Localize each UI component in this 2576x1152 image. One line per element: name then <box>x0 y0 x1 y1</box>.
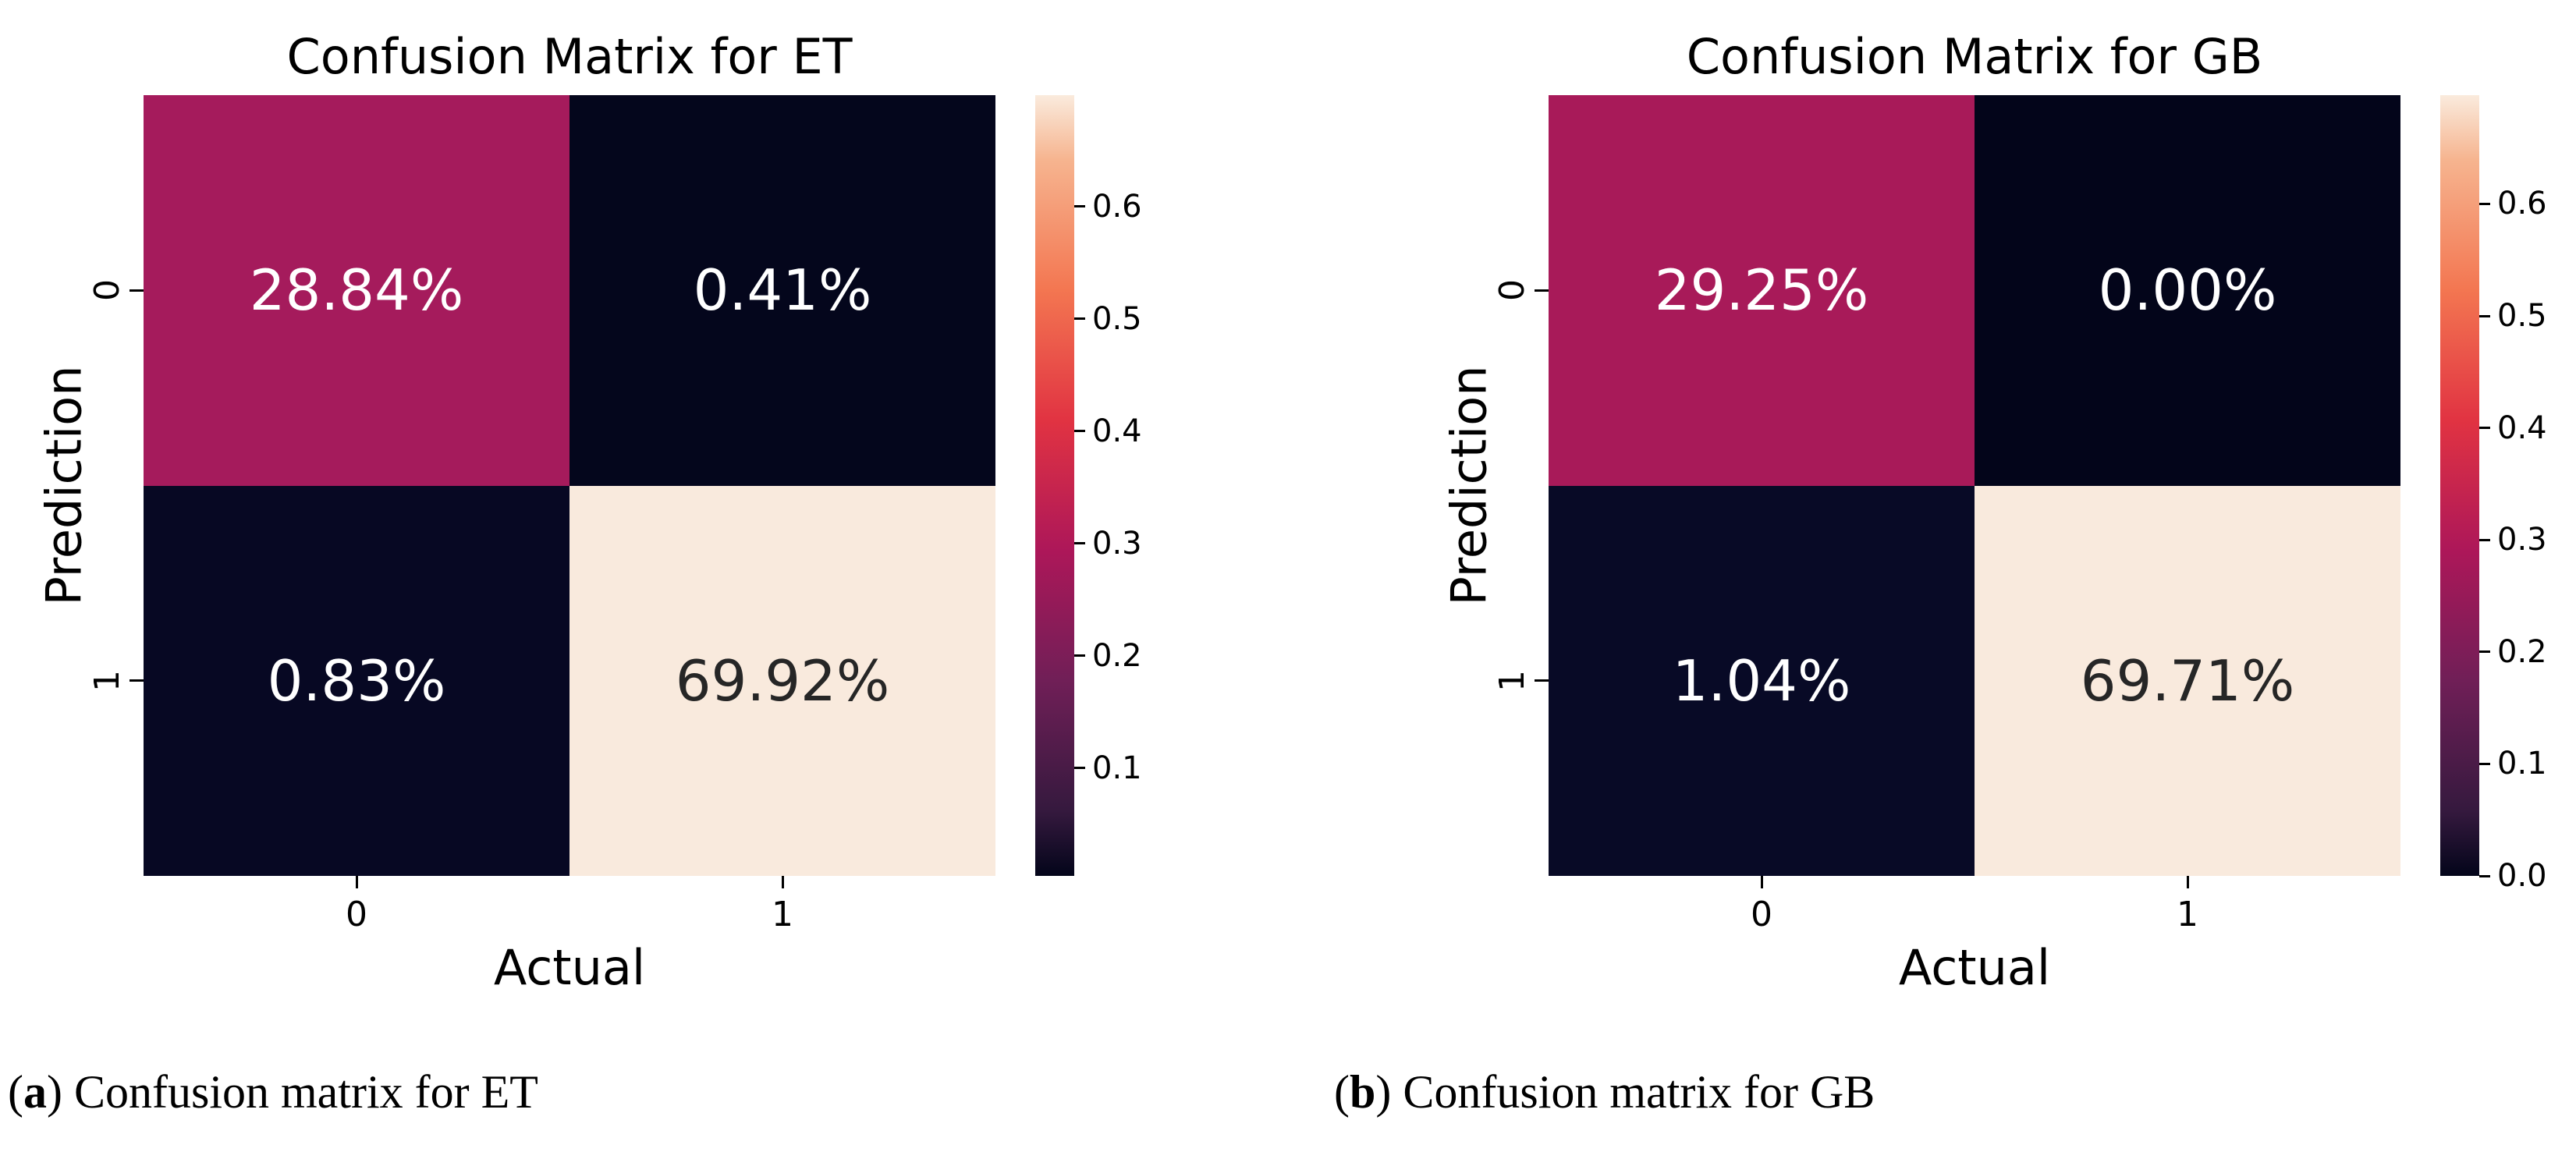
heatmap-cell-pred1-actual1: 69.92% <box>569 485 995 876</box>
y-tick-label: 1 <box>87 669 127 692</box>
colorbar-tick-mark <box>1074 317 1085 321</box>
colorbar-tick-label: 0.5 <box>2497 298 2547 335</box>
heatmap-cell-pred1-actual0: 1.04% <box>1549 485 1975 876</box>
x-tick-mark <box>1760 876 1763 888</box>
colorbar-tick-mark <box>2479 427 2490 430</box>
x-tick-label: 0 <box>1751 895 1772 934</box>
colorbar-tick-label: 0.4 <box>1092 413 1142 449</box>
colorbar-tick-mark <box>1074 767 1085 770</box>
colorbar <box>2440 95 2479 876</box>
caption-text: Confusion matrix for ET <box>62 1066 538 1118</box>
y-axis-label: Prediction <box>1440 365 1498 606</box>
caption-paren-open: ( <box>1334 1066 1350 1118</box>
colorbar-tick-label: 0.2 <box>2497 633 2547 670</box>
confusion-matrix-panel-et: Confusion Matrix for ET Prediction 28.84… <box>27 28 1142 996</box>
subfigure-caption-b: (b) Confusion matrix for GB <box>1334 1064 1875 1120</box>
colorbar <box>1035 95 1074 876</box>
y-tick-label: 0 <box>87 279 127 302</box>
colorbar-tick-mark <box>2479 650 2490 654</box>
colorbar-tick-label: 0.6 <box>2497 186 2547 222</box>
caption-paren-close: ) <box>46 1066 62 1118</box>
heatmap-cell-pred0-actual1: 0.00% <box>1975 95 2400 486</box>
colorbar-tick-mark <box>2479 314 2490 317</box>
colorbar-tick-mark <box>1074 654 1085 658</box>
heatmap: 28.84% 0.41% 0.83% 69.92% <box>144 95 995 876</box>
colorbar-tick-mark <box>2479 874 2490 877</box>
y-tick-mark <box>1535 289 1549 292</box>
x-axis-label: Actual <box>1898 939 2051 996</box>
y-tick-label: 1 <box>1492 669 1532 692</box>
colorbar-tick-label: 0.5 <box>1092 300 1142 337</box>
caption-text: Confusion matrix for GB <box>1391 1066 1875 1118</box>
colorbar-tick-label: 0.6 <box>1092 188 1142 225</box>
heatmap-cell-pred1-actual0: 0.83% <box>144 485 569 876</box>
chart-title: Confusion Matrix for GB <box>1686 28 2263 85</box>
confusion-matrix-panel-gb: Confusion Matrix for GB Prediction 29.25… <box>1405 0 2576 1152</box>
y-tick-mark <box>130 679 144 682</box>
colorbar-tick-mark <box>2479 762 2490 765</box>
heatmap: 29.25% 0.00% 1.04% 69.71% <box>1549 95 2400 876</box>
y-axis-label-wrap: Prediction <box>27 95 101 876</box>
colorbar-tick-label: 0.3 <box>2497 522 2547 558</box>
colorbar-tick-mark <box>2479 202 2490 205</box>
y-axis-label: Prediction <box>35 365 93 606</box>
chart-title: Confusion Matrix for ET <box>286 28 853 85</box>
colorbar-tick-mark <box>1074 205 1085 208</box>
heatmap-cell-pred1-actual1: 69.71% <box>1975 485 2400 876</box>
colorbar-tick-mark <box>1074 542 1085 545</box>
colorbar-tick-mark <box>2479 538 2490 541</box>
caption-paren-close: ) <box>1375 1066 1392 1118</box>
x-tick-label: 1 <box>772 895 793 934</box>
colorbar-tick-label: 0.2 <box>1092 637 1142 674</box>
heatmap-cell-pred0-actual0: 28.84% <box>144 95 569 486</box>
y-axis-label-wrap: Prediction <box>1432 95 1506 876</box>
colorbar-tick-label: 0.0 <box>2497 858 2547 894</box>
colorbar-tick-label: 0.1 <box>2497 746 2547 782</box>
colorbar-tick-label: 0.3 <box>1092 525 1142 562</box>
y-tick-mark <box>1535 679 1549 682</box>
heatmap-cell-pred0-actual1: 0.41% <box>569 95 995 486</box>
subfigure-caption-a: (a) Confusion matrix for ET <box>8 1064 538 1120</box>
colorbar-tick-label: 0.1 <box>1092 750 1142 786</box>
y-tick-mark <box>130 289 144 292</box>
x-tick-label: 1 <box>2177 895 2198 934</box>
colorbar-tick-mark <box>1074 430 1085 433</box>
heatmap-cell-pred0-actual0: 29.25% <box>1549 95 1975 486</box>
y-tick-label: 0 <box>1492 279 1532 302</box>
x-tick-mark <box>355 876 358 888</box>
caption-marker: b <box>1349 1066 1376 1118</box>
x-tick-mark <box>781 876 784 888</box>
x-tick-mark <box>2186 876 2189 888</box>
colorbar-tick-label: 0.4 <box>2497 409 2547 446</box>
caption-paren-open: ( <box>8 1066 23 1118</box>
x-axis-label: Actual <box>493 939 646 996</box>
caption-marker: a <box>23 1066 47 1118</box>
x-tick-label: 0 <box>346 895 367 934</box>
